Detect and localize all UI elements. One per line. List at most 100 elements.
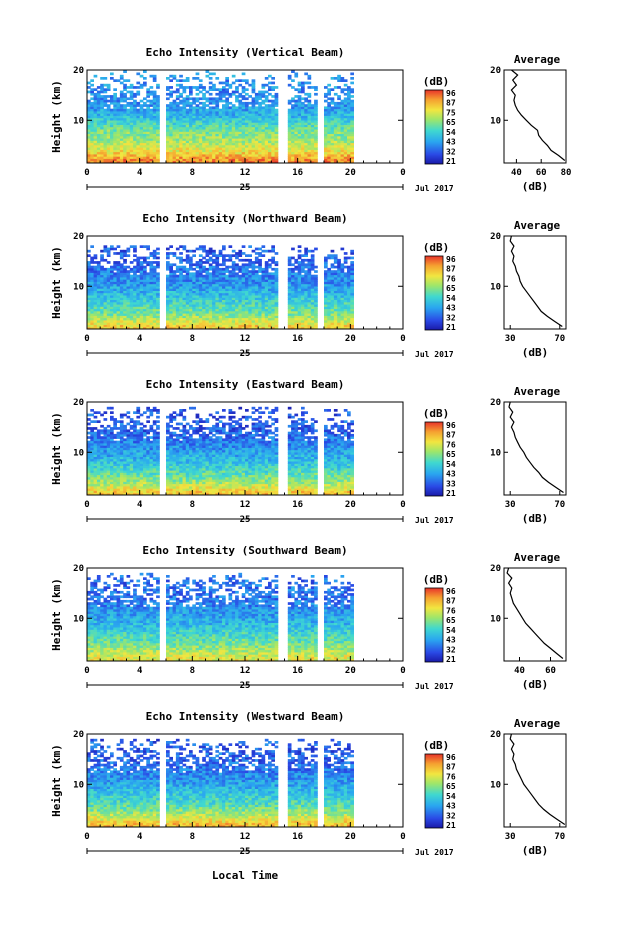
heatmap-cell: [324, 295, 328, 298]
heatmap-cell: [287, 274, 292, 278]
heatmap-cell: [143, 299, 147, 303]
heatmap-cell: [264, 320, 269, 323]
heatmap-cell: [245, 290, 249, 294]
heatmap-cell: [185, 295, 190, 298]
heatmap-cell: [258, 101, 262, 105]
heatmap-cell: [225, 81, 229, 85]
heatmap-cell: [271, 292, 275, 296]
heatmap-cell: [182, 86, 187, 89]
heatmap-cell: [235, 290, 239, 294]
heatmap-cell: [103, 83, 108, 87]
heatmap-cell: [337, 138, 341, 141]
heatmap-cell: [310, 254, 315, 257]
heatmap-cell: [268, 297, 272, 300]
heatmap-cell: [301, 151, 305, 155]
heatmap-cell: [119, 74, 124, 78]
heatmap-cell: [185, 133, 190, 137]
heatmap-cell: [337, 74, 341, 78]
heatmap-cell: [258, 254, 262, 257]
heatmap-cell: [136, 133, 141, 137]
heatmap-cell: [254, 247, 259, 251]
heatmap-cell: [222, 111, 226, 114]
heatmap-cell: [103, 283, 108, 287]
heatmap-cell: [110, 97, 114, 101]
heatmap-cell: [264, 288, 269, 291]
heatmap-cell: [205, 252, 210, 255]
heatmap-cell: [314, 126, 318, 130]
x-tick-label: 12: [240, 168, 251, 178]
heatmap-cell: [90, 431, 94, 435]
heatmap-cell: [343, 326, 348, 330]
heatmap-cell: [241, 283, 246, 287]
heatmap-cell: [291, 324, 295, 328]
heatmap-cell: [304, 310, 308, 314]
heatmap-cell: [310, 156, 315, 159]
heatmap-cell: [238, 140, 243, 144]
heatmap-cell: [268, 315, 272, 319]
heatmap-cell: [195, 149, 200, 153]
heatmap-cell: [208, 101, 213, 105]
heatmap-cell: [350, 111, 354, 114]
heatmap-cell: [129, 149, 134, 153]
heatmap-cell: [225, 254, 229, 257]
heatmap-cell: [343, 129, 348, 132]
heatmap-cell: [297, 90, 302, 94]
heatmap-cell: [116, 142, 121, 146]
heatmap-cell: [169, 299, 173, 303]
heatmap-cell: [287, 315, 292, 319]
heatmap-cell: [136, 313, 141, 316]
heatmap-cell: [156, 290, 160, 294]
heatmap-cell: [90, 301, 94, 305]
heatmap-cell: [225, 154, 229, 157]
heatmap-cell: [129, 144, 134, 148]
heatmap-cell: [222, 99, 226, 103]
heatmap-cell: [268, 306, 272, 310]
heatmap-cell: [350, 151, 354, 155]
heatmap-cell: [347, 326, 351, 330]
heatmap-cell: [166, 86, 170, 89]
heatmap-cell: [235, 286, 239, 289]
heatmap-cell: [113, 108, 117, 112]
heatmap-cell: [152, 126, 157, 130]
heatmap-cell: [139, 135, 144, 139]
heatmap-cell: [350, 131, 354, 134]
heatmap-cell: [251, 126, 256, 130]
heatmap-cell: [96, 449, 101, 453]
heatmap-cell: [90, 101, 94, 105]
heatmap-cell: [110, 95, 114, 98]
heatmap-cell: [179, 261, 183, 264]
heatmap-cell: [251, 154, 256, 157]
heatmap-cell: [212, 133, 216, 137]
heatmap-cell: [87, 104, 91, 107]
heatmap-cell: [172, 129, 177, 132]
heatmap-cell: [212, 306, 216, 310]
heatmap-cell: [215, 286, 220, 289]
heatmap-cell: [169, 297, 173, 300]
heatmap-cell: [146, 126, 150, 130]
heatmap-cell: [347, 322, 351, 325]
heatmap-cell: [343, 101, 348, 105]
heatmap-cell: [271, 301, 275, 305]
heatmap-cell: [258, 258, 262, 262]
heatmap-cell: [179, 160, 183, 164]
average-y-tick-label: 20: [490, 232, 501, 242]
heatmap-cell: [314, 151, 318, 155]
heatmap-cell: [175, 120, 180, 123]
heatmap-cell: [258, 95, 262, 98]
heatmap-cell: [198, 124, 203, 128]
heatmap-cell: [129, 320, 134, 323]
heatmap-cell: [192, 274, 196, 278]
heatmap-cell: [264, 111, 269, 114]
heatmap-cell: [350, 288, 354, 291]
heatmap-cell: [205, 113, 210, 116]
heatmap-cell: [202, 122, 206, 125]
heatmap-cell: [100, 272, 104, 276]
heatmap-cell: [103, 156, 108, 159]
heatmap-cell: [225, 147, 229, 150]
heatmap-cell: [149, 149, 154, 153]
heatmap-cell: [271, 101, 275, 105]
heatmap-cell: [274, 135, 279, 139]
heatmap-cell: [212, 322, 216, 325]
heatmap-cell: [129, 138, 134, 141]
heatmap-cell: [287, 149, 292, 153]
